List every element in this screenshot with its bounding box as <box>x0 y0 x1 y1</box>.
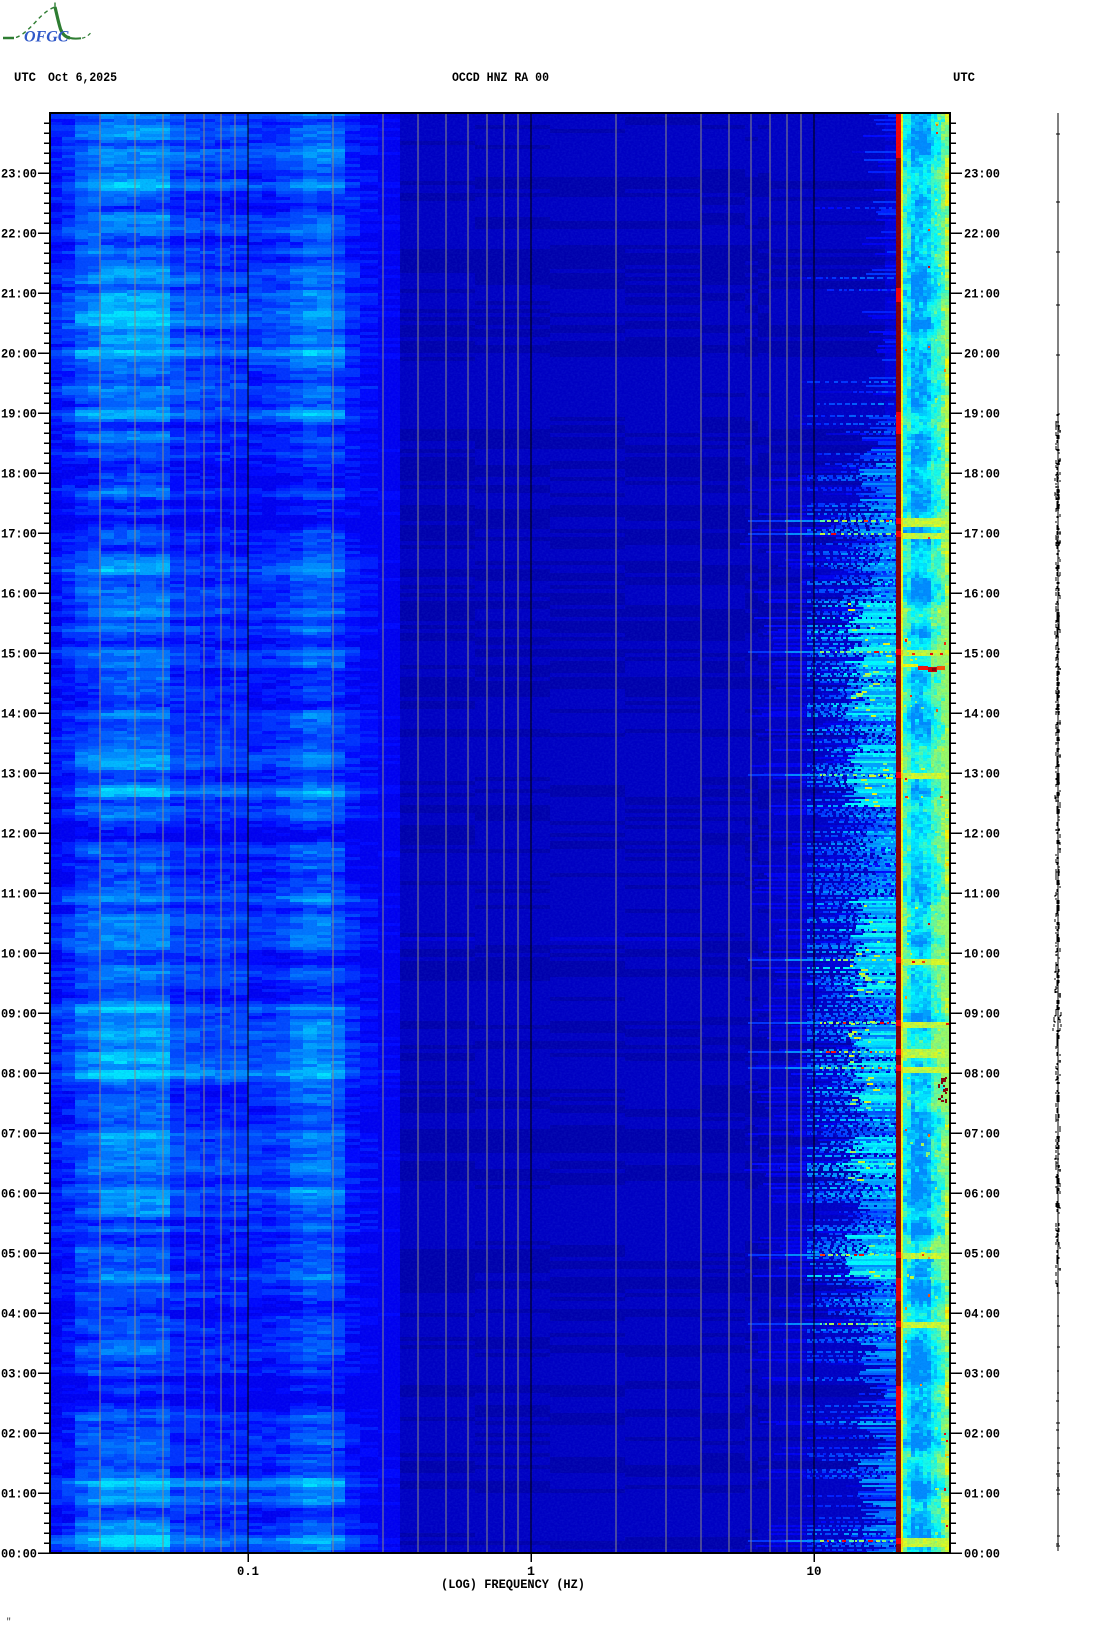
svg-text:22:00: 22:00 <box>1 227 37 242</box>
svg-text:13:00: 13:00 <box>1 767 37 782</box>
svg-text:UTC: UTC <box>953 70 975 85</box>
svg-text:19:00: 19:00 <box>964 407 1000 422</box>
svg-text:18:00: 18:00 <box>964 467 1000 482</box>
svg-text:22:00: 22:00 <box>964 227 1000 242</box>
svg-text:14:00: 14:00 <box>964 707 1000 722</box>
svg-text:10: 10 <box>807 1564 822 1579</box>
svg-text:1: 1 <box>527 1564 535 1579</box>
svg-text:09:00: 09:00 <box>964 1007 1000 1022</box>
svg-text:(LOG) FREQUENCY (HZ): (LOG) FREQUENCY (HZ) <box>441 1577 585 1592</box>
svg-text:17:00: 17:00 <box>1 527 37 542</box>
svg-text:10:00: 10:00 <box>964 947 1000 962</box>
svg-text:12:00: 12:00 <box>964 827 1000 842</box>
svg-text:04:00: 04:00 <box>964 1307 1000 1322</box>
svg-text:00:00: 00:00 <box>964 1547 1000 1562</box>
svg-text:17:00: 17:00 <box>964 527 1000 542</box>
svg-text:23:00: 23:00 <box>964 167 1000 182</box>
svg-text:09:00: 09:00 <box>1 1007 37 1022</box>
svg-text:03:00: 03:00 <box>964 1367 1000 1382</box>
svg-text:05:00: 05:00 <box>964 1247 1000 1262</box>
svg-text:07:00: 07:00 <box>1 1127 37 1142</box>
svg-text:14:00: 14:00 <box>1 707 37 722</box>
svg-text:06:00: 06:00 <box>1 1187 37 1202</box>
svg-text:02:00: 02:00 <box>1 1427 37 1442</box>
svg-text:05:00: 05:00 <box>1 1247 37 1262</box>
svg-text:21:00: 21:00 <box>964 287 1000 302</box>
svg-text:0.1: 0.1 <box>237 1564 259 1579</box>
svg-text:00:00: 00:00 <box>1 1547 37 1562</box>
svg-text:10:00: 10:00 <box>1 947 37 962</box>
svg-text:20:00: 20:00 <box>964 347 1000 362</box>
svg-text:01:00: 01:00 <box>964 1487 1000 1502</box>
svg-text:13:00: 13:00 <box>964 767 1000 782</box>
svg-text:OCCD HNZ RA 00: OCCD HNZ RA 00 <box>452 70 549 85</box>
svg-text:08:00: 08:00 <box>964 1067 1000 1082</box>
svg-text:19:00: 19:00 <box>1 407 37 422</box>
svg-text:04:00: 04:00 <box>1 1307 37 1322</box>
svg-text:16:00: 16:00 <box>964 587 1000 602</box>
svg-text:07:00: 07:00 <box>964 1127 1000 1142</box>
svg-text:21:00: 21:00 <box>1 287 37 302</box>
svg-text:23:00: 23:00 <box>1 167 37 182</box>
svg-text:12:00: 12:00 <box>1 827 37 842</box>
svg-text:15:00: 15:00 <box>964 647 1000 662</box>
svg-text:″: ″ <box>6 1617 11 1627</box>
svg-text:11:00: 11:00 <box>1 887 37 902</box>
svg-text:11:00: 11:00 <box>964 887 1000 902</box>
svg-text:UTC: UTC <box>14 70 36 85</box>
svg-text:18:00: 18:00 <box>1 467 37 482</box>
svg-text:01:00: 01:00 <box>1 1487 37 1502</box>
svg-text:16:00: 16:00 <box>1 587 37 602</box>
svg-text:02:00: 02:00 <box>964 1427 1000 1442</box>
svg-text:20:00: 20:00 <box>1 347 37 362</box>
svg-text:03:00: 03:00 <box>1 1367 37 1382</box>
svg-text:OFGC: OFGC <box>24 29 69 46</box>
svg-text:08:00: 08:00 <box>1 1067 37 1082</box>
svg-text:Oct 6,2025: Oct 6,2025 <box>48 70 117 85</box>
svg-text:06:00: 06:00 <box>964 1187 1000 1202</box>
svg-text:15:00: 15:00 <box>1 647 37 662</box>
